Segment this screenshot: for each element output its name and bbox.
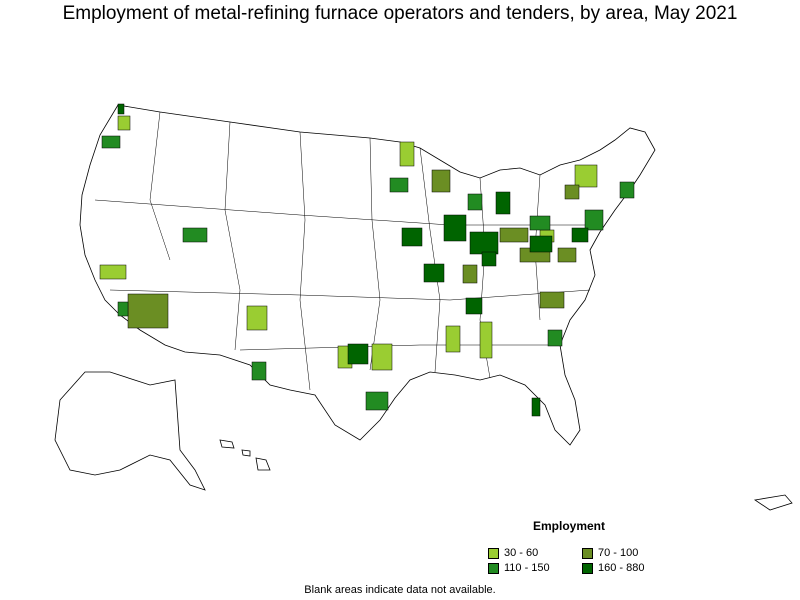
- data-availability-note: Blank areas indicate data not available.: [304, 584, 496, 596]
- legend-label: 70 - 100: [598, 547, 639, 559]
- contiguous-us-outline: [79, 104, 656, 446]
- legend-swatch: [488, 562, 499, 574]
- legend-swatch: [488, 547, 499, 559]
- map-title: Employment of metal-refining furnace ope…: [62, 3, 738, 24]
- legend-swatch: [582, 547, 593, 559]
- legend-item-160-880: 160 - 880: [582, 561, 644, 575]
- legend-title: Employment: [533, 519, 606, 533]
- legend-item-110-150: 110 - 150: [488, 561, 550, 575]
- alaska-outline: [54, 371, 206, 491]
- legend-label: 30 - 60: [504, 547, 539, 559]
- legend-label: 110 - 150: [504, 562, 550, 574]
- legend-label: 160 - 880: [598, 562, 645, 574]
- legend-item-70-100: 70 - 100: [582, 546, 638, 560]
- legend-swatch: [582, 562, 593, 574]
- hawaii-outline: [219, 439, 271, 471]
- legend-item-30-60: 30 - 60: [488, 546, 538, 560]
- puerto-rico-outline: [753, 494, 793, 511]
